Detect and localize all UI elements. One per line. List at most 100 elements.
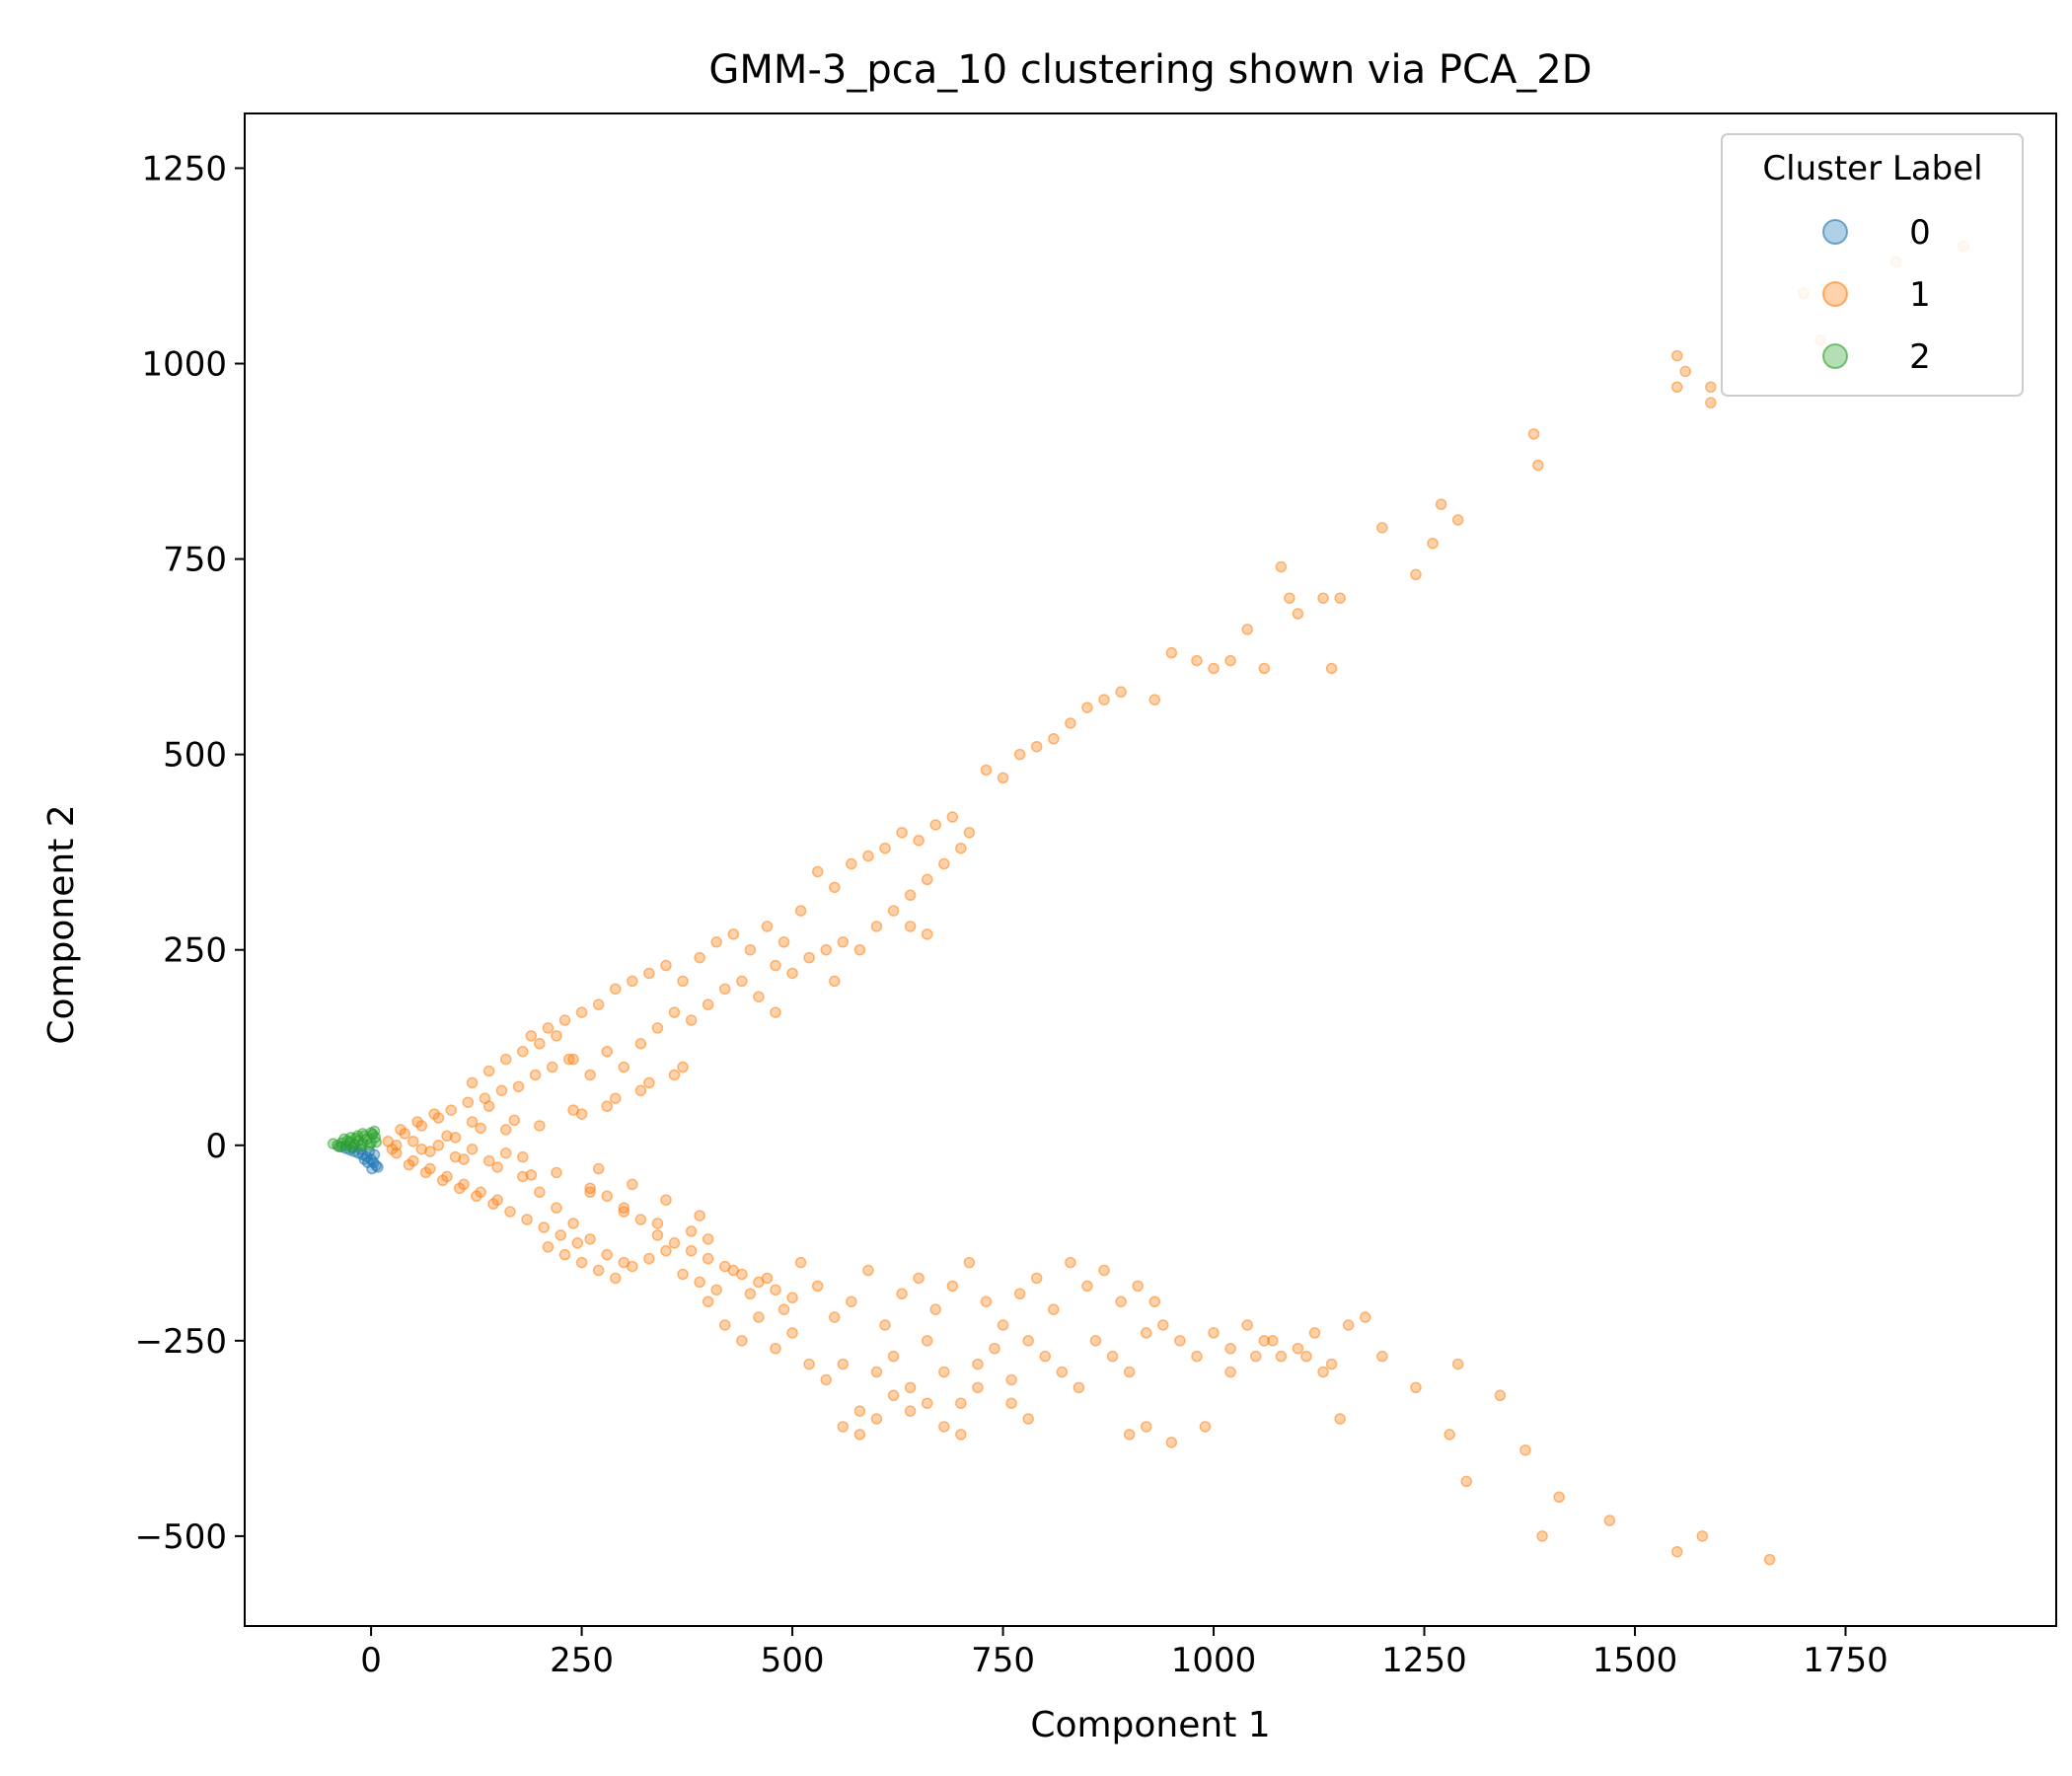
point-cluster-1 <box>837 1421 850 1433</box>
plot-points <box>327 240 1969 1566</box>
point-cluster-1 <box>913 835 925 847</box>
x-tick-label: 250 <box>550 1641 614 1680</box>
point-cluster-1 <box>829 881 841 894</box>
point-cluster-1 <box>551 1030 562 1042</box>
point-cluster-1 <box>508 1114 521 1127</box>
point-cluster-1 <box>1241 1319 1253 1331</box>
point-cluster-1 <box>458 1153 470 1165</box>
point-cluster-1 <box>1410 1381 1422 1394</box>
point-cluster-1 <box>997 772 1009 784</box>
y-axis-label: Component 2 <box>41 804 82 1044</box>
point-cluster-1 <box>862 850 874 862</box>
point-cluster-1 <box>555 1229 566 1241</box>
point-cluster-1 <box>1325 1358 1338 1370</box>
point-cluster-1 <box>946 811 959 823</box>
point-cluster-1 <box>1317 592 1329 604</box>
point-cluster-1 <box>1494 1389 1507 1402</box>
point-cluster-1 <box>1670 381 1683 394</box>
point-cluster-1 <box>710 936 722 948</box>
point-cluster-1 <box>997 1319 1009 1331</box>
point-cluster-1 <box>1705 381 1717 394</box>
point-cluster-1 <box>1317 1366 1329 1378</box>
point-cluster-0 <box>361 1156 374 1168</box>
point-cluster-1 <box>1249 1350 1262 1363</box>
point-cluster-1 <box>403 1158 415 1171</box>
point-cluster-1 <box>517 1150 529 1163</box>
point-cluster-1 <box>1224 1366 1236 1378</box>
point-cluster-1 <box>904 1405 917 1417</box>
point-cluster-1 <box>1208 662 1220 675</box>
point-cluster-1 <box>1191 1350 1203 1363</box>
point-cluster-1 <box>1284 592 1295 604</box>
point-cluster-1 <box>786 967 798 980</box>
point-cluster-1 <box>1536 1530 1548 1542</box>
point-cluster-1 <box>475 1122 486 1135</box>
point-cluster-1 <box>1376 1350 1388 1363</box>
point-cluster-1 <box>1208 1327 1220 1339</box>
point-cluster-1 <box>634 1038 647 1050</box>
point-cluster-1 <box>567 1104 579 1116</box>
point-cluster-1 <box>1275 560 1288 573</box>
point-cluster-1 <box>592 1264 605 1277</box>
point-cluster-1 <box>896 1288 908 1300</box>
point-cluster-1 <box>1224 1343 1236 1355</box>
point-cluster-1 <box>777 936 790 948</box>
point-cluster-1 <box>634 1214 647 1225</box>
point-cluster-1 <box>517 1170 529 1183</box>
point-cluster-1 <box>660 959 672 972</box>
point-cluster-1 <box>558 1014 571 1026</box>
point-cluster-1 <box>551 1166 562 1179</box>
point-cluster-1 <box>963 1256 976 1269</box>
point-cluster-1 <box>499 1147 512 1159</box>
point-cluster-1 <box>1115 686 1127 699</box>
x-tick-label: 500 <box>761 1641 825 1680</box>
point-cluster-1 <box>1056 1366 1069 1378</box>
point-cluster-1 <box>862 1264 874 1277</box>
point-cluster-1 <box>1705 397 1717 408</box>
point-cluster-1 <box>921 1397 933 1409</box>
point-cluster-1 <box>1098 1264 1110 1277</box>
point-cluster-1 <box>1527 428 1540 440</box>
point-cluster-1 <box>601 1248 613 1261</box>
point-cluster-1 <box>820 1373 832 1386</box>
point-cluster-1 <box>694 1276 705 1289</box>
legend: Cluster Label 0 1 2 <box>1721 133 2024 397</box>
x-tick-label: 1500 <box>1592 1641 1678 1680</box>
point-cluster-1 <box>677 1268 689 1281</box>
point-cluster-1 <box>1106 1350 1119 1363</box>
point-cluster-1 <box>887 1389 900 1402</box>
point-cluster-1 <box>601 1100 613 1112</box>
point-cluster-1 <box>1696 1530 1709 1542</box>
point-cluster-1 <box>870 1366 883 1378</box>
point-cluster-1 <box>592 1162 605 1175</box>
point-cluster-1 <box>390 1140 403 1151</box>
point-cluster-1 <box>853 943 866 956</box>
point-cluster-1 <box>736 1335 748 1347</box>
y-tick-label: −500 <box>135 1517 227 1557</box>
point-cluster-1 <box>1165 646 1178 659</box>
point-cluster-1 <box>1258 1335 1271 1347</box>
point-cluster-1 <box>929 1303 941 1315</box>
point-cluster-1 <box>534 1038 546 1050</box>
point-cluster-1 <box>736 1268 748 1281</box>
point-cluster-1 <box>1048 1303 1060 1315</box>
point-cluster-1 <box>487 1198 499 1210</box>
point-cluster-1 <box>618 1061 630 1073</box>
point-cluster-1 <box>770 1284 781 1296</box>
x-tick-label: 750 <box>971 1641 1035 1680</box>
x-axis: 0 250 500 750 1000 1250 1500 1750 <box>360 1626 1888 1680</box>
point-cluster-2 <box>355 1140 367 1152</box>
point-cluster-1 <box>419 1166 432 1179</box>
point-cluster-1 <box>685 1225 698 1237</box>
point-cluster-1 <box>668 1006 681 1018</box>
point-cluster-1 <box>955 842 967 854</box>
point-cluster-1 <box>879 1319 891 1331</box>
point-cluster-1 <box>660 1194 672 1206</box>
point-cluster-1 <box>846 1295 857 1307</box>
point-cluster-1 <box>1157 1319 1169 1331</box>
point-cluster-1 <box>1360 1311 1371 1323</box>
point-cluster-1 <box>1451 514 1464 526</box>
point-cluster-1 <box>786 1292 798 1304</box>
point-cluster-1 <box>660 1244 672 1257</box>
point-cluster-1 <box>529 1069 542 1081</box>
